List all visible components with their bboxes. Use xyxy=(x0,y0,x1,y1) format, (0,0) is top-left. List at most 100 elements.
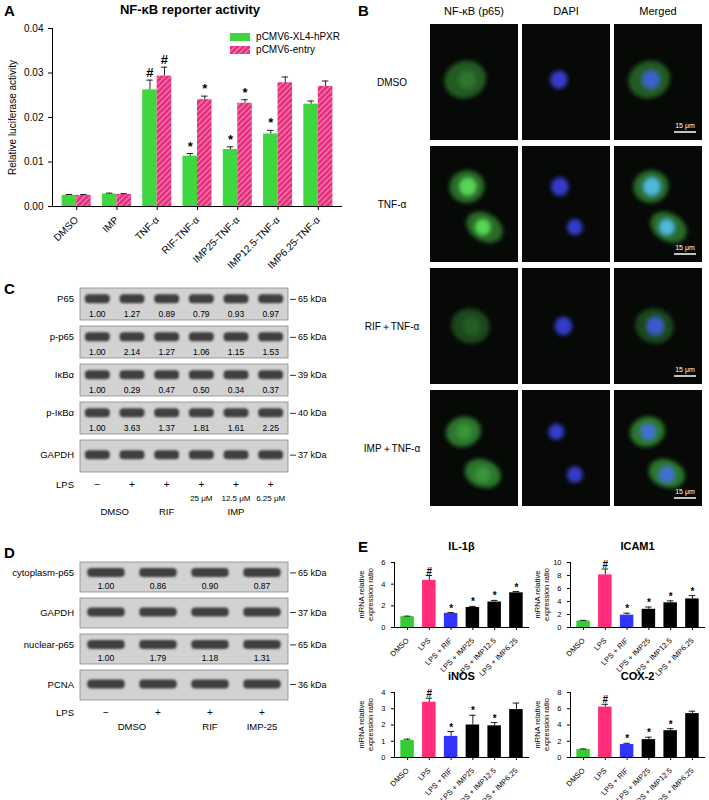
svg-text:LPS: LPS xyxy=(56,707,74,718)
svg-text:65 kDa: 65 kDa xyxy=(298,640,327,650)
svg-text:*: * xyxy=(449,603,453,614)
svg-text:6: 6 xyxy=(557,704,561,713)
svg-text:0: 0 xyxy=(557,623,561,632)
svg-text:0.93: 0.93 xyxy=(228,309,245,319)
svg-text:*: * xyxy=(228,132,234,147)
svg-text:DMSO: DMSO xyxy=(100,506,129,517)
svg-text:PCNA: PCNA xyxy=(48,679,75,690)
svg-text:+: + xyxy=(164,479,170,490)
svg-text:LPS: LPS xyxy=(416,636,432,652)
svg-text:2: 2 xyxy=(381,601,385,610)
svg-text:4: 4 xyxy=(381,580,385,589)
svg-text:+: + xyxy=(233,479,239,490)
svg-text:2: 2 xyxy=(557,737,561,746)
svg-text:NF-κB (p65): NF-κB (p65) xyxy=(444,5,504,17)
svg-text:LPS: LPS xyxy=(592,636,608,652)
svg-text:12.5 μM: 12.5 μM xyxy=(221,494,250,503)
svg-text:*: * xyxy=(471,705,475,716)
svg-text:Relative luciferase activity: Relative luciferase activity xyxy=(7,60,18,175)
svg-text:*: * xyxy=(625,603,629,614)
svg-text:DMSO: DMSO xyxy=(118,721,147,732)
svg-text:1.00: 1.00 xyxy=(98,653,115,663)
svg-text:LPS: LPS xyxy=(56,479,74,490)
svg-text:LPS + IMP6.25: LPS + IMP6.25 xyxy=(477,636,519,678)
svg-text:*: * xyxy=(471,596,475,607)
svg-text:IMP6.25-TNF-α: IMP6.25-TNF-α xyxy=(265,214,322,271)
svg-text:1.00: 1.00 xyxy=(89,347,106,357)
svg-text:IMP: IMP xyxy=(100,214,121,235)
svg-text:RIF: RIF xyxy=(202,721,218,732)
svg-text:8: 8 xyxy=(557,571,561,580)
svg-text:cytoplasm-p65: cytoplasm-p65 xyxy=(12,567,74,578)
svg-text:1.27: 1.27 xyxy=(158,347,175,357)
svg-text:1.00: 1.00 xyxy=(89,423,106,433)
svg-text:15 μm: 15 μm xyxy=(675,122,695,130)
svg-text:#: # xyxy=(146,65,154,80)
svg-text:3: 3 xyxy=(381,704,385,713)
svg-text:IκBα: IκBα xyxy=(55,369,75,380)
svg-text:RIF＋TNF-α: RIF＋TNF-α xyxy=(365,321,420,332)
svg-text:#: # xyxy=(427,688,433,699)
svg-text:#: # xyxy=(603,559,609,570)
svg-text:nuclear-p65: nuclear-p65 xyxy=(24,639,74,650)
svg-text:37 kDa: 37 kDa xyxy=(298,450,327,460)
svg-text:37 kDa: 37 kDa xyxy=(298,608,327,618)
svg-text:LPS + IMP6.25: LPS + IMP6.25 xyxy=(653,766,695,800)
svg-text:0.47: 0.47 xyxy=(158,385,175,395)
svg-text:*: * xyxy=(493,590,497,601)
svg-text:−: − xyxy=(103,707,109,718)
svg-text:*: * xyxy=(647,727,651,738)
svg-text:*: * xyxy=(625,733,629,744)
svg-text:1.00: 1.00 xyxy=(89,309,106,319)
svg-text:*: * xyxy=(449,722,453,733)
svg-text:0.29: 0.29 xyxy=(124,385,141,395)
svg-text:DMSO: DMSO xyxy=(51,214,80,243)
svg-text:+: + xyxy=(155,707,161,718)
svg-text:1.18: 1.18 xyxy=(202,653,219,663)
svg-text:0.89: 0.89 xyxy=(158,309,175,319)
svg-text:*: * xyxy=(202,81,208,96)
svg-text:LPS: LPS xyxy=(416,766,432,782)
svg-text:15 μm: 15 μm xyxy=(675,244,695,252)
svg-text:0.02: 0.02 xyxy=(24,112,44,123)
svg-text:6: 6 xyxy=(381,558,385,567)
svg-text:15 μm: 15 μm xyxy=(675,366,695,374)
svg-text:1.31: 1.31 xyxy=(254,653,271,663)
svg-text:p-p65: p-p65 xyxy=(50,331,74,342)
svg-text:0.87: 0.87 xyxy=(254,581,271,591)
svg-text:0.37: 0.37 xyxy=(262,385,279,395)
svg-text:0: 0 xyxy=(557,753,561,762)
svg-text:0: 0 xyxy=(381,753,385,762)
svg-text:40 kDa: 40 kDa xyxy=(298,408,327,418)
svg-text:4: 4 xyxy=(557,720,561,729)
svg-text:LPS + IMP6.25: LPS + IMP6.25 xyxy=(477,766,519,800)
svg-text:1.79: 1.79 xyxy=(150,653,167,663)
svg-text:DMSO: DMSO xyxy=(564,766,586,788)
svg-text:*: * xyxy=(268,115,274,130)
svg-text:10: 10 xyxy=(553,558,561,567)
svg-text:1.61: 1.61 xyxy=(228,423,245,433)
svg-text:−: − xyxy=(94,479,100,490)
svg-text:8: 8 xyxy=(557,688,561,697)
svg-text:2: 2 xyxy=(381,720,385,729)
svg-text:IMP-25: IMP-25 xyxy=(247,721,278,732)
svg-text:1.81: 1.81 xyxy=(193,423,210,433)
svg-text:4: 4 xyxy=(381,688,385,697)
svg-text:DMSO: DMSO xyxy=(377,77,407,88)
svg-text:0.79: 0.79 xyxy=(193,309,210,319)
svg-text:1.15: 1.15 xyxy=(228,347,245,357)
svg-text:6.25 μM: 6.25 μM xyxy=(256,494,285,503)
svg-text:36 kDa: 36 kDa xyxy=(298,680,327,690)
svg-text:*: * xyxy=(669,591,673,602)
svg-text:1.00: 1.00 xyxy=(98,581,115,591)
svg-text:0.90: 0.90 xyxy=(202,581,219,591)
svg-text:*: * xyxy=(493,713,497,724)
svg-text:1.53: 1.53 xyxy=(262,347,279,357)
svg-text:DMSO: DMSO xyxy=(388,766,410,788)
svg-text:#: # xyxy=(603,694,609,705)
svg-text:1.00: 1.00 xyxy=(89,385,106,395)
svg-text:#: # xyxy=(161,52,169,67)
svg-text:1.37: 1.37 xyxy=(158,423,175,433)
svg-text:0.50: 0.50 xyxy=(193,385,210,395)
svg-text:1.27: 1.27 xyxy=(124,309,141,319)
